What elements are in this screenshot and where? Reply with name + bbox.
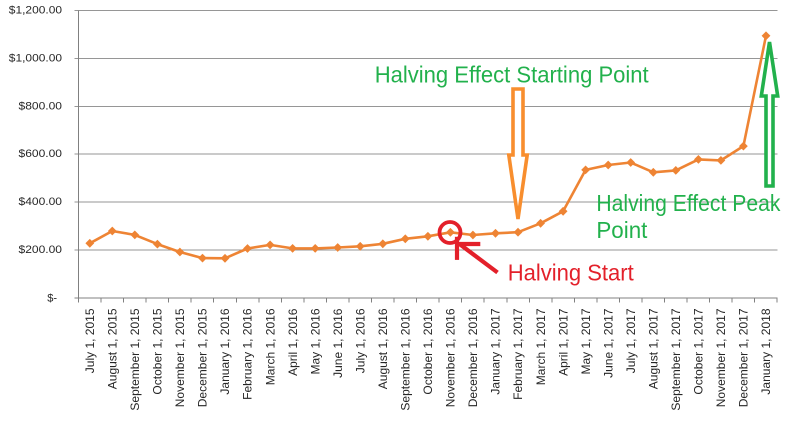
- svg-text:February 1, 2017: February 1, 2017: [511, 308, 525, 400]
- svg-text:December 1, 2017: December 1, 2017: [737, 308, 751, 407]
- svg-text:May 1, 2017: May 1, 2017: [579, 308, 593, 374]
- svg-text:September 1, 2015: September 1, 2015: [128, 308, 142, 410]
- svg-text:August 1, 2016: August 1, 2016: [376, 308, 390, 389]
- svg-text:June 1, 2016: June 1, 2016: [331, 308, 345, 378]
- svg-text:October 1, 2015: October 1, 2015: [151, 308, 165, 394]
- svg-text:January 1, 2018: January 1, 2018: [759, 308, 773, 394]
- svg-text:February 1, 2016: February 1, 2016: [241, 308, 255, 400]
- svg-text:May 1, 2016: May 1, 2016: [308, 308, 322, 374]
- svg-text:August 1, 2017: August 1, 2017: [647, 308, 661, 389]
- svg-text:July 1, 2016: July 1, 2016: [353, 308, 367, 373]
- svg-text:Point: Point: [596, 217, 648, 243]
- svg-text:Halving Effect Peak: Halving Effect Peak: [596, 190, 780, 216]
- svg-text:Halving Effect Starting Point: Halving Effect Starting Point: [375, 62, 650, 88]
- svg-text:Halving Start: Halving Start: [508, 260, 635, 286]
- svg-text:July 1, 2017: July 1, 2017: [624, 308, 638, 373]
- svg-text:$1,000.00: $1,000.00: [9, 52, 62, 64]
- svg-text:November 1, 2017: November 1, 2017: [714, 308, 728, 407]
- svg-text:$400.00: $400.00: [19, 196, 63, 208]
- svg-text:October 1, 2017: October 1, 2017: [692, 308, 706, 394]
- svg-text:January 1, 2017: January 1, 2017: [489, 308, 503, 394]
- svg-text:September 1, 2016: September 1, 2016: [399, 308, 413, 410]
- svg-text:April 1, 2016: April 1, 2016: [286, 308, 300, 376]
- svg-text:July 1, 2015: July 1, 2015: [83, 308, 97, 373]
- svg-text:$1,200.00: $1,200.00: [9, 5, 62, 17]
- svg-text:March 1, 2016: March 1, 2016: [263, 308, 277, 385]
- svg-text:$200.00: $200.00: [19, 244, 63, 256]
- svg-text:March 1, 2017: March 1, 2017: [534, 308, 548, 385]
- svg-text:November 1, 2016: November 1, 2016: [444, 308, 458, 407]
- svg-text:$-: $-: [47, 292, 57, 304]
- svg-text:November 1, 2015: November 1, 2015: [173, 308, 187, 407]
- svg-text:January 1, 2016: January 1, 2016: [218, 308, 232, 394]
- svg-text:October 1, 2016: October 1, 2016: [421, 308, 435, 394]
- svg-text:April 1, 2017: April 1, 2017: [556, 308, 570, 376]
- svg-text:August 1, 2015: August 1, 2015: [106, 308, 120, 389]
- svg-text:December 1, 2015: December 1, 2015: [196, 308, 210, 407]
- svg-text:December 1, 2016: December 1, 2016: [466, 308, 480, 407]
- svg-text:$600.00: $600.00: [19, 148, 63, 160]
- svg-text:June 1, 2017: June 1, 2017: [601, 308, 615, 378]
- svg-text:$800.00: $800.00: [19, 100, 63, 112]
- svg-text:September 1, 2017: September 1, 2017: [669, 308, 683, 410]
